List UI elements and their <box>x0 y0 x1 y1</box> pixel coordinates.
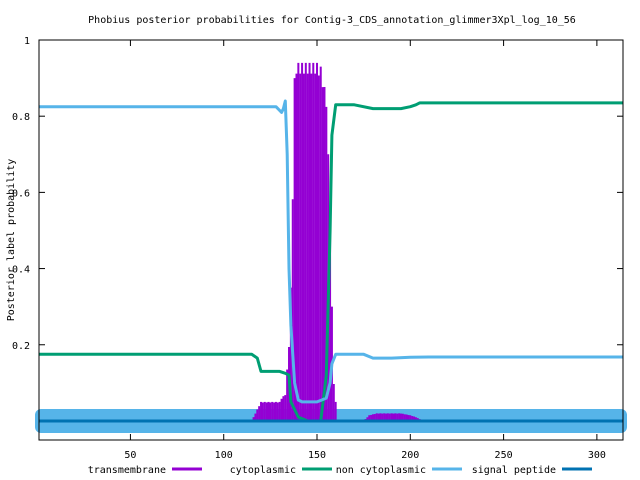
series-layer <box>39 62 623 423</box>
legend-label-cytoplasmic: cytoplasmic <box>230 465 296 476</box>
legend-label-non-cytoplasmic: non cytoplasmic <box>336 465 426 476</box>
x-tick-label: 250 <box>495 450 513 461</box>
x-tick-label: 50 <box>124 450 136 461</box>
legend-label-transmembrane: transmembrane <box>88 465 166 476</box>
x-ticks: 50 100 150 200 250 300 <box>124 40 606 461</box>
x-tick-label: 100 <box>215 450 233 461</box>
y-tick-label: 0.8 <box>12 112 30 123</box>
series-cytoplasmic-line <box>39 101 623 423</box>
legend-label-signal-peptide: signal peptide <box>472 465 556 476</box>
y-tick-label: 1 <box>24 36 30 47</box>
axes <box>38 39 624 441</box>
series-non-cytoplasmic-line <box>39 99 623 404</box>
legend: transmembrane cytoplasmic non cytoplasmic s… <box>88 465 592 476</box>
series-transmembrane <box>252 62 421 421</box>
y-tick-label: 0.6 <box>12 188 30 199</box>
plot-frame <box>38 39 624 441</box>
y-tick-label: 0.2 <box>12 341 30 352</box>
y-tick-label: 0.4 <box>12 265 30 276</box>
y-ticks: 0.2 0.4 0.6 0.8 1 <box>12 36 623 352</box>
y-axis-label: Posterior label probability <box>6 159 17 322</box>
chart-title: Phobius posterior probabilities for Cont… <box>88 15 576 26</box>
x-tick-label: 300 <box>588 450 606 461</box>
x-tick-label: 200 <box>401 450 419 461</box>
x-tick-label: 150 <box>308 450 326 461</box>
